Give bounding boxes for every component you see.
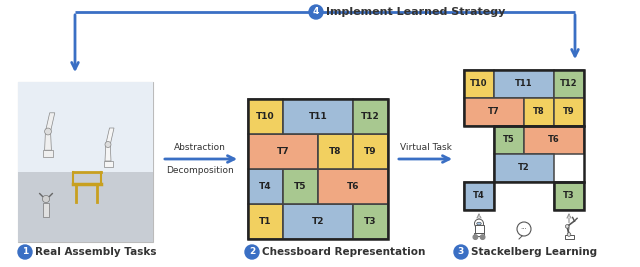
Circle shape — [454, 245, 468, 259]
Bar — [494, 126, 584, 182]
Circle shape — [42, 195, 50, 203]
Text: 3: 3 — [458, 248, 464, 257]
Text: Chessboard Representation: Chessboard Representation — [262, 247, 426, 257]
Polygon shape — [106, 128, 114, 144]
Polygon shape — [45, 113, 55, 132]
Circle shape — [309, 5, 323, 19]
Bar — [283, 99, 353, 134]
Text: T7: T7 — [488, 108, 500, 116]
Bar — [464, 70, 584, 126]
Text: Implement Learned Strategy: Implement Learned Strategy — [326, 7, 506, 17]
Bar — [248, 134, 318, 169]
Text: T3: T3 — [563, 191, 575, 201]
Bar — [554, 182, 584, 210]
Bar — [44, 203, 49, 217]
Bar — [318, 134, 353, 169]
Text: 4: 4 — [313, 7, 319, 17]
Text: T5: T5 — [294, 182, 307, 191]
Circle shape — [567, 233, 571, 236]
Text: T2: T2 — [518, 163, 530, 172]
Text: T2: T2 — [312, 217, 324, 226]
Bar — [248, 169, 283, 204]
Text: Abstraction: Abstraction — [174, 143, 226, 152]
Text: T3: T3 — [364, 217, 377, 226]
Bar — [494, 154, 554, 182]
Text: 1: 1 — [22, 248, 28, 257]
Text: 2: 2 — [249, 248, 255, 257]
Circle shape — [105, 142, 111, 147]
Bar — [564, 234, 573, 239]
Circle shape — [481, 235, 485, 239]
Text: T10: T10 — [256, 112, 275, 121]
Bar — [524, 98, 554, 126]
Bar — [554, 70, 584, 98]
Bar — [104, 161, 113, 167]
Text: T6: T6 — [347, 182, 359, 191]
Circle shape — [245, 245, 259, 259]
Text: T6: T6 — [548, 135, 560, 144]
Bar — [464, 182, 494, 210]
Bar — [248, 204, 283, 239]
Bar — [524, 126, 584, 154]
Circle shape — [517, 222, 531, 236]
Bar — [494, 70, 554, 98]
Text: Stackelberg Learning: Stackelberg Learning — [471, 247, 597, 257]
Bar — [18, 172, 153, 242]
Bar — [43, 150, 53, 157]
Bar — [464, 182, 494, 210]
Bar — [248, 99, 388, 239]
Circle shape — [473, 235, 477, 239]
Polygon shape — [105, 144, 111, 161]
Text: T8: T8 — [533, 108, 545, 116]
Bar — [474, 225, 483, 233]
Circle shape — [45, 128, 51, 135]
Text: Real Assembly Tasks: Real Assembly Tasks — [35, 247, 157, 257]
Text: T5: T5 — [503, 135, 515, 144]
Bar — [353, 204, 388, 239]
Circle shape — [474, 219, 483, 228]
Text: T8: T8 — [329, 147, 342, 156]
Ellipse shape — [477, 222, 481, 225]
Bar — [283, 169, 318, 204]
Bar — [464, 70, 494, 98]
Text: Virtual Task: Virtual Task — [400, 143, 452, 152]
Bar — [494, 126, 524, 154]
Text: T4: T4 — [259, 182, 272, 191]
Text: T11: T11 — [308, 112, 328, 121]
Text: T11: T11 — [515, 80, 533, 88]
Bar — [353, 134, 388, 169]
Circle shape — [565, 225, 569, 228]
Bar — [554, 98, 584, 126]
Text: T1: T1 — [259, 217, 272, 226]
Bar — [248, 99, 283, 134]
Text: T9: T9 — [563, 108, 575, 116]
Bar — [283, 204, 353, 239]
Text: ···: ··· — [520, 226, 527, 232]
Text: T4: T4 — [473, 191, 485, 201]
Circle shape — [18, 245, 32, 259]
Bar — [464, 98, 524, 126]
Bar — [18, 82, 153, 242]
Text: T12: T12 — [560, 80, 578, 88]
Bar — [353, 99, 388, 134]
Bar — [474, 233, 484, 236]
Bar — [554, 182, 584, 210]
Text: Decomposition: Decomposition — [166, 166, 234, 175]
Text: T7: T7 — [276, 147, 289, 156]
Text: T10: T10 — [470, 80, 488, 88]
Text: T9: T9 — [364, 147, 377, 156]
Bar — [318, 169, 388, 204]
Bar — [18, 82, 153, 172]
Text: T12: T12 — [361, 112, 380, 121]
Polygon shape — [45, 132, 51, 150]
